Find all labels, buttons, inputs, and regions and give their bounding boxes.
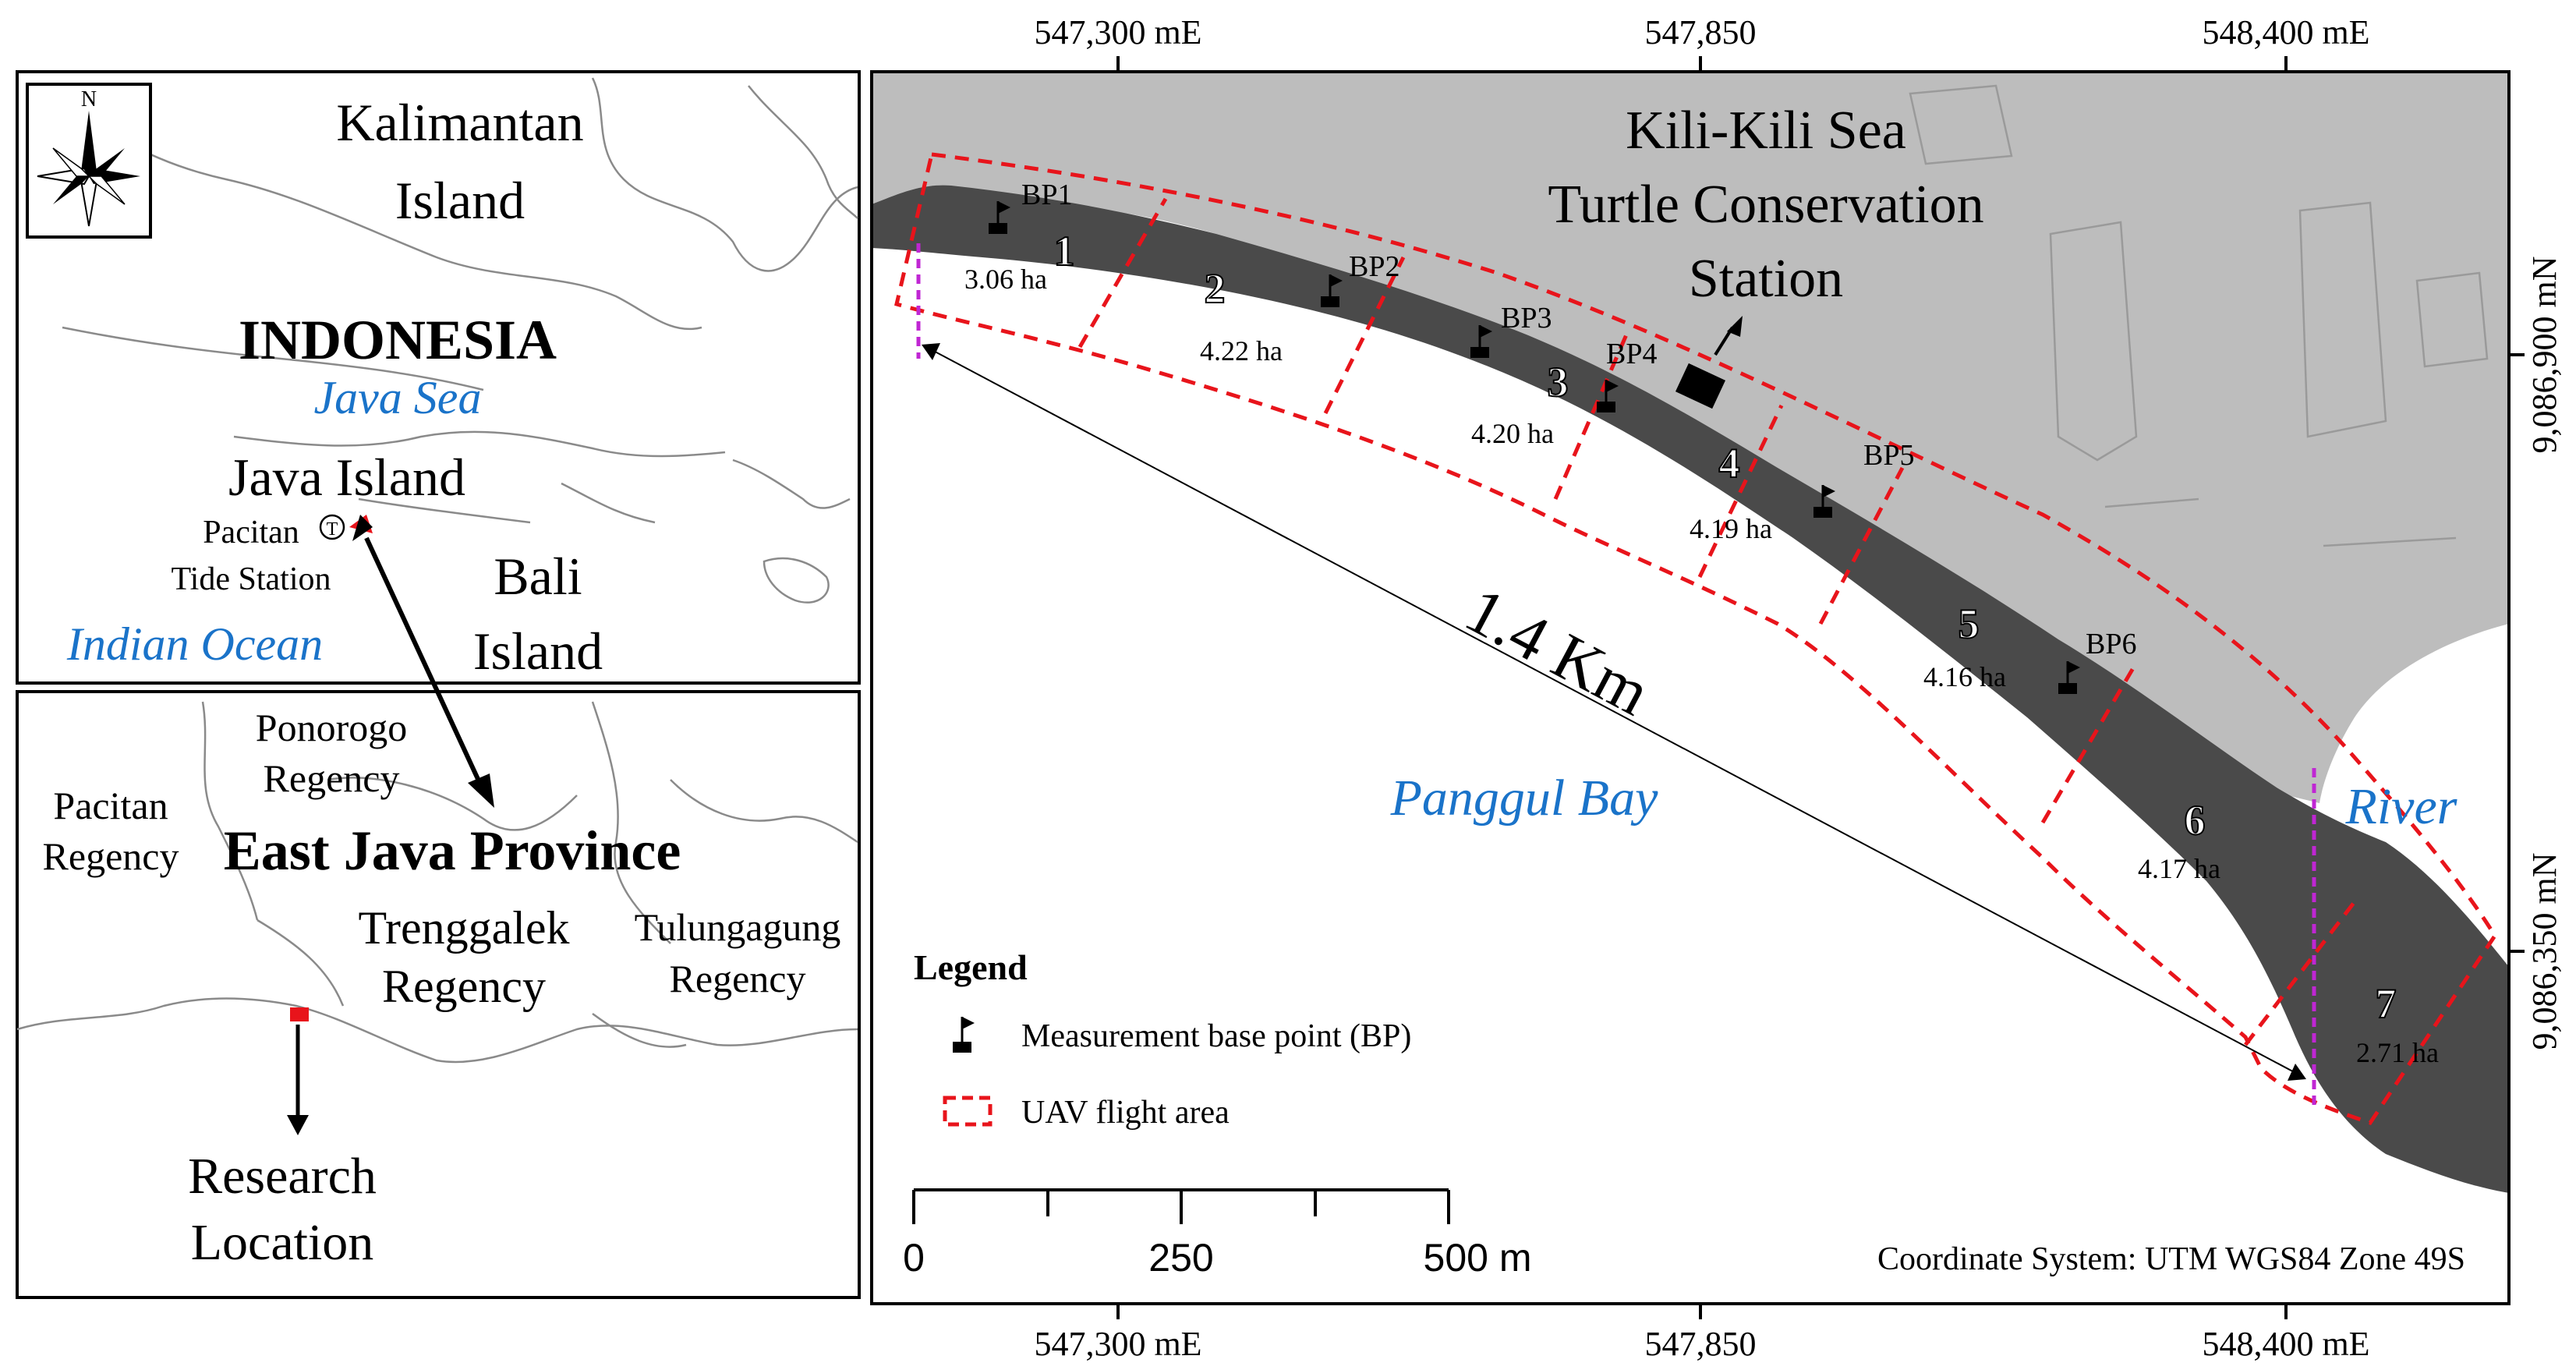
segment-number-6: 6: [2185, 797, 2206, 844]
segment-area-2: 4.22 ha: [1200, 335, 1283, 366]
base-point-1: BP1: [989, 179, 1072, 234]
label-river: River: [2345, 778, 2457, 835]
label-ponorogo-1: Ponorogo: [256, 706, 407, 749]
base-point-label-4: BP4: [1606, 338, 1657, 370]
segment-area-7: 2.71 ha: [2356, 1037, 2439, 1068]
label-research-1: Research: [188, 1148, 377, 1205]
segment-area-5: 4.16 ha: [1923, 661, 2006, 692]
label-kalimantan-2: Island: [395, 171, 525, 230]
base-point-label-3: BP3: [1501, 302, 1552, 335]
segment-area-4: 4.19 ha: [1690, 513, 1772, 544]
top-tick-2: 547,850: [1645, 13, 1757, 51]
north-arrow-icon: N: [26, 83, 152, 239]
segment-number-2: 2: [1205, 265, 1226, 312]
main-map: 1.4 Km Kili-Kili Sea Turtle Conservation…: [870, 56, 2525, 1319]
segment-number-5: 5: [1959, 600, 1980, 647]
segment-number-3: 3: [1548, 359, 1569, 405]
base-point-4: BP4: [1597, 338, 1657, 412]
connector-arrow-icon: [352, 515, 494, 808]
base-point-label-6: BP6: [2086, 628, 2136, 660]
base-point-label-2: BP2: [1349, 250, 1399, 283]
base-point-5: BP5: [1813, 439, 1914, 518]
label-pacitan-2: Regency: [43, 834, 179, 878]
legend-uav-label: UAV flight area: [1021, 1095, 1230, 1131]
label-trenggalek-2: Regency: [382, 961, 546, 1012]
legend-bp-icon: [953, 1017, 975, 1053]
research-location-marker-icon: [290, 1007, 309, 1021]
uav-flight-area: [894, 152, 2497, 1125]
legend-title: Legend: [914, 947, 1028, 987]
label-research-2: Location: [191, 1214, 374, 1271]
base-point-3: BP3: [1470, 302, 1552, 358]
beach-strip: [872, 185, 2509, 1194]
label-tide-station-2: Tide Station: [172, 561, 331, 597]
tide-station-symbol: T: [327, 519, 338, 540]
label-kalimantan-1: Kalimantan: [336, 93, 583, 152]
top-tick-3: 548,400 mE: [2202, 13, 2369, 51]
scale-bar: 0 250 500 m: [903, 1188, 1532, 1280]
base-point-2: BP2: [1321, 250, 1399, 307]
label-java-island: Java Island: [228, 448, 465, 507]
tide-station-icon: T: [319, 514, 345, 540]
base-point-label-5: BP5: [1863, 439, 1914, 472]
scale-label-250: 250: [1148, 1236, 1213, 1280]
legend-uav-icon: [943, 1096, 993, 1127]
station-label-1: Kili-Kili Sea: [1626, 101, 1906, 161]
distance-line: [922, 343, 2306, 1081]
segment-number-4: 4: [1719, 440, 1740, 487]
station-label-2: Turtle Conservation: [1548, 175, 1983, 235]
right-tick-2: 9,086,350 mN: [2525, 853, 2564, 1050]
river-water: [2338, 655, 2509, 990]
inset-province: Ponorogo Regency Pacitan Regency East Ja…: [16, 690, 861, 1299]
label-trenggalek-1: Trenggalek: [358, 902, 569, 954]
segment-number-7: 7: [2376, 980, 2397, 1027]
label-bay: Panggul Bay: [1390, 770, 1658, 827]
label-bali-1: Bali: [494, 547, 582, 606]
segment-area-6: 4.17 ha: [2138, 853, 2220, 884]
bottom-tick-3: 548,400 mE: [2202, 1325, 2369, 1363]
north-label: N: [81, 87, 97, 112]
legend-bp-label: Measurement base point (BP): [1021, 1018, 1411, 1054]
station-building-icon: [1675, 316, 1743, 409]
label-ponorogo-2: Regency: [264, 756, 400, 800]
label-tide-station-1: Pacitan: [203, 515, 299, 550]
bottom-tick-1: 547,300 mE: [1034, 1325, 1201, 1363]
label-country: INDONESIA: [239, 309, 557, 371]
label-province: East Java Province: [224, 820, 681, 882]
label-tulungagung-2: Regency: [670, 957, 806, 1000]
label-pacitan-1: Pacitan: [53, 784, 168, 827]
research-arrow-icon: [287, 1025, 309, 1135]
scale-label-500: 500 m: [1424, 1236, 1532, 1280]
top-tick-1: 547,300 mE: [1034, 13, 1201, 51]
coordinate-system: Coordinate System: UTM WGS84 Zone 49S: [1877, 1241, 2465, 1277]
label-bali-2: Island: [473, 621, 603, 681]
legend: Legend Measurement base point (BP) UAV f…: [914, 947, 1411, 1131]
station-label-3: Station: [1689, 249, 1843, 309]
label-indian-ocean: Indian Ocean: [66, 618, 323, 670]
bottom-tick-2: 547,850: [1645, 1325, 1757, 1363]
label-tulungagung-1: Tulungagung: [635, 905, 841, 949]
base-point-label-1: BP1: [1021, 179, 1072, 211]
scale-label-0: 0: [903, 1236, 925, 1280]
segment-area-1: 3.06 ha: [964, 264, 1047, 295]
base-point-6: BP6: [2058, 628, 2136, 694]
label-java-sea: Java Sea: [314, 372, 482, 423]
inset-indonesia: N Kalimantan Island INDONESIA Java Sea J…: [16, 70, 861, 685]
segment-number-1: 1: [1054, 228, 1075, 274]
land-area: [872, 72, 2509, 803]
right-tick-1: 9,086,900 mN: [2525, 257, 2564, 454]
segment-area-3: 4.20 ha: [1471, 418, 1554, 449]
